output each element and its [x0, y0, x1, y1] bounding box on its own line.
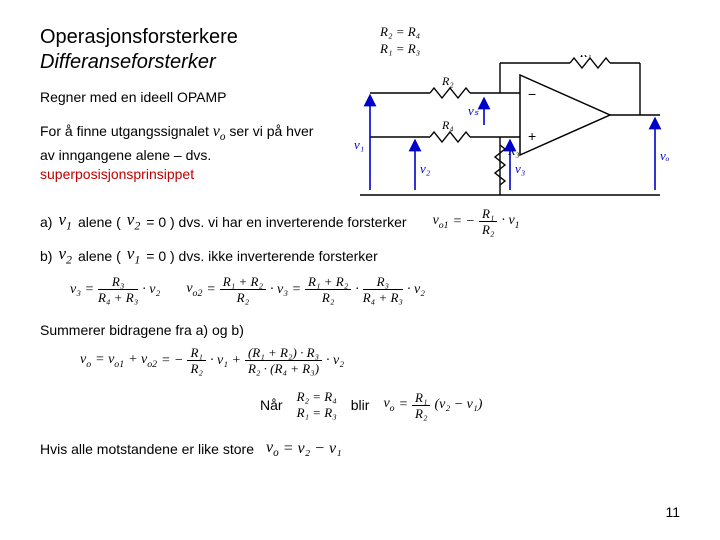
when-cond: R₂ = R₄R₁ = R₃ [297, 389, 337, 420]
label-v1: v₁ [354, 137, 364, 152]
para-t1: For å finne utgangssignalet [40, 123, 213, 139]
title-line1: Operasjonsforsterkere [40, 25, 680, 50]
top-condition: R₂ = R₄ R₁ = R₃ [380, 24, 420, 58]
cond-r2r4: R₂ = R₄ [380, 24, 420, 41]
eq-a: vo1 = − R₁R₂ · v1 [433, 207, 520, 236]
case-list: a) v1 alene ( v2 = 0 ) dvs. vi har en in… [40, 207, 680, 304]
label-v2: v₂ [420, 161, 431, 176]
eq-b1: v₃ = R₃R₄ + R₃ · v₂ [70, 275, 160, 304]
label-vs: vₛ [468, 103, 479, 118]
para-vo: vo [213, 123, 226, 140]
case-a: a) v1 alene ( v2 = 0 ) dvs. vi har en in… [40, 207, 680, 236]
when-row: Når R₂ = R₄R₁ = R₃ blir vo = R₁R₂ (v₂ − … [40, 389, 680, 420]
label-r4: R₄ [441, 118, 454, 132]
when-pre: Når [260, 397, 283, 413]
case-b: b) v2 alene ( v1 = 0 ) dvs. ikke inverte… [40, 244, 680, 267]
when-result: vo = R₁R₂ (v₂ − v₁) [383, 391, 482, 420]
last-row: Hvis alle motstandene er like store vo =… [40, 439, 680, 459]
last-text: Hvis alle motstandene er like store [40, 441, 254, 457]
when-post: blir [351, 397, 370, 413]
label-r3: R₃ [507, 144, 520, 158]
label-r1: R₁ [579, 55, 592, 60]
para-red: superposisjonsprinsippet [40, 166, 194, 182]
page-number: 11 [665, 504, 680, 520]
label-vo: vₒ [660, 148, 670, 163]
opamp-plus: + [528, 128, 536, 144]
case-a-key: a) [40, 214, 52, 230]
label-v3: v₃ [515, 161, 525, 176]
opamp-minus: − [528, 86, 536, 102]
circuit-diagram: − + R₁ R₂ R₄ R₃ v₁ v₂ vₛ v₃ vₒ [350, 55, 680, 205]
case-b-key: b) [40, 248, 52, 264]
label-r2: R₂ [441, 74, 454, 88]
eqs-b: v₃ = R₃R₄ + R₃ · v₂ vo2 = R₁ + R₂R₂ · v₃… [70, 275, 680, 304]
sum-text: Summerer bidragene fra a) og b) [40, 322, 680, 338]
intro-para: For å finne utgangssignalet vo ser vi på… [40, 121, 330, 185]
last-eq: vo = v₂ − v₁ [266, 439, 342, 459]
eq-b2: vo2 = R₁ + R₂R₂ · v₃ = R₁ + R₂R₂ · R₃R₄ … [186, 275, 425, 304]
sum-eq: vo = vo1 + vo2 = − R₁R₂ · v₁ + (R₁ + R₂)… [80, 346, 680, 375]
